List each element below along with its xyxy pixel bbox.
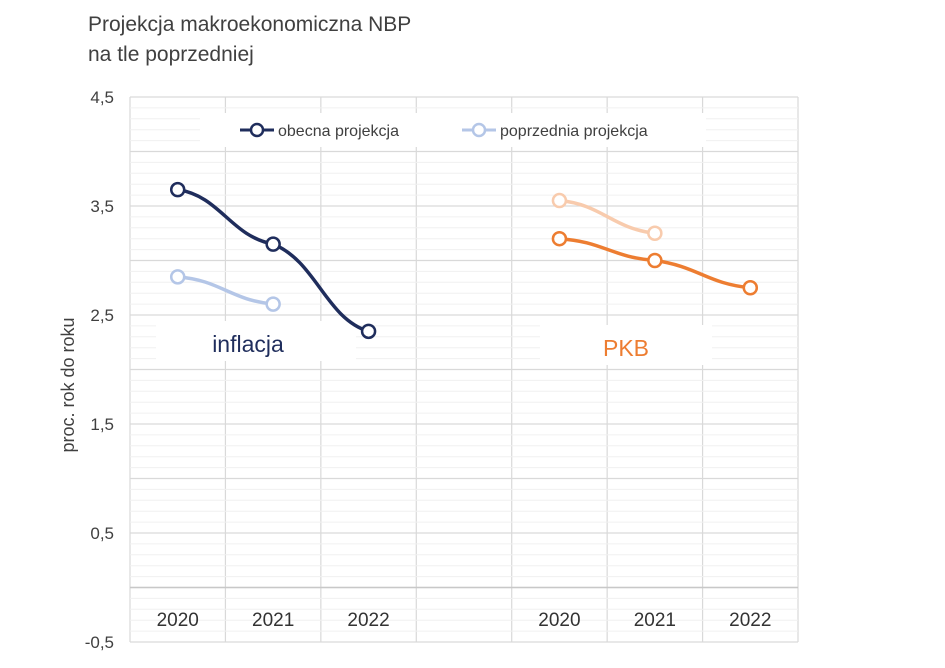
data-point (742, 280, 759, 296)
y-tick-label: -0,5 (85, 633, 114, 652)
x-category-label: 2021 (634, 610, 676, 631)
x-category-label: 2021 (252, 610, 294, 631)
y-tick-label: 1,5 (90, 415, 114, 434)
data-point (169, 181, 186, 198)
y-tick-label: 0,5 (90, 524, 114, 543)
y-axis-label: proc. rok do roku (58, 317, 78, 452)
x-axis-categories: 2020 2021 2022 2020 2021 2022 (157, 610, 772, 631)
legend: obecna projekcja poprzednia projekcja (200, 113, 706, 147)
data-point (265, 296, 281, 312)
series-line (175, 275, 275, 306)
y-axis-ticks: 4,5 3,5 2,5 1,5 0,5 -0,5 (85, 88, 114, 652)
x-category-label: 2022 (729, 610, 771, 631)
legend-box (200, 113, 706, 147)
series (169, 181, 759, 340)
x-category-label: 2020 (157, 610, 199, 631)
y-tick-label: 4,5 (90, 88, 114, 107)
x-category-label: 2022 (347, 610, 389, 631)
panel-label: PKB (603, 335, 649, 361)
panel-label-box (156, 321, 356, 361)
chart-title-line-2: na tle poprzedniej (88, 43, 254, 66)
chart-title: Projekcja makroekonomiczna NBP na tle po… (88, 10, 411, 70)
chart-title-line-1: Projekcja makroekonomiczna NBP (88, 13, 412, 36)
legend-label: poprzednia projekcja (500, 123, 648, 140)
data-point (551, 192, 568, 209)
panel-label-box (540, 325, 712, 365)
y-tick-label: 3,5 (90, 197, 114, 216)
panel-labels: inflacja PKB (156, 321, 712, 365)
panel-label: inflacja (212, 331, 284, 357)
legend-marker (249, 122, 265, 138)
data-point (647, 252, 663, 269)
data-point (551, 230, 568, 247)
legend-marker (471, 122, 487, 138)
x-category-label: 2020 (538, 610, 580, 631)
data-point (169, 269, 186, 285)
grid (129, 96, 799, 643)
legend-label: obecna projekcja (278, 123, 399, 140)
data-point (647, 225, 663, 241)
data-point (265, 236, 281, 252)
data-point (360, 323, 377, 340)
series-line (557, 198, 657, 235)
y-tick-label: 2,5 (90, 306, 114, 325)
